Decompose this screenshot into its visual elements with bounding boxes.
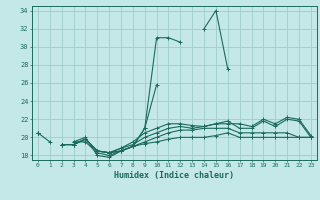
X-axis label: Humidex (Indice chaleur): Humidex (Indice chaleur) xyxy=(115,171,234,180)
